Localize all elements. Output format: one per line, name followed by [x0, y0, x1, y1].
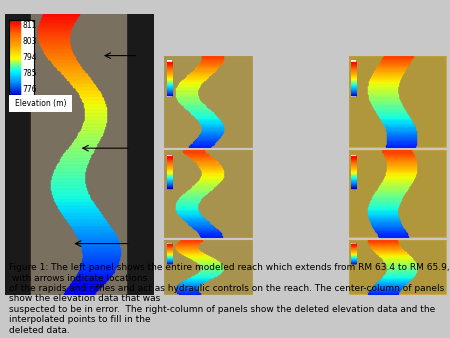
Text: 794: 794 [22, 53, 37, 62]
Text: 803: 803 [22, 37, 37, 46]
Text: 811: 811 [22, 21, 37, 30]
Text: 776: 776 [22, 85, 37, 94]
Text: Elevation (m): Elevation (m) [15, 99, 66, 107]
Text: Figure 1: The left panel shows the entire modeled reach which extends from RM 63: Figure 1: The left panel shows the entir… [9, 263, 450, 335]
Text: 785: 785 [22, 69, 37, 78]
